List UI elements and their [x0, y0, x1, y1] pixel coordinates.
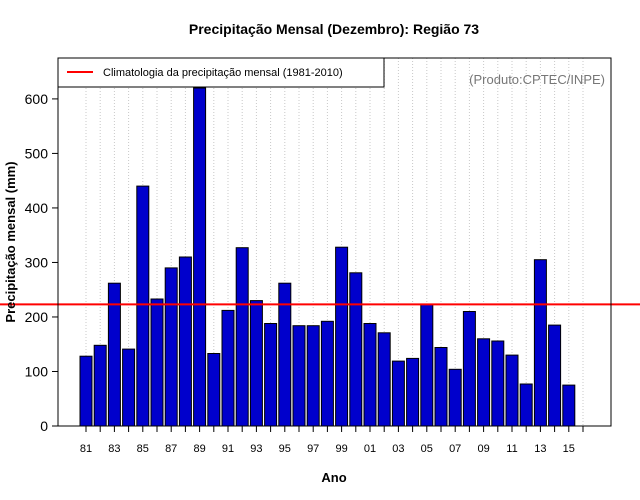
x-tick-label: 85 — [137, 443, 149, 455]
bar-81 — [79, 355, 93, 427]
x-tick-label: 13 — [534, 443, 546, 455]
bar-87 — [164, 267, 178, 427]
bar-09 — [477, 338, 491, 427]
legend-label: Climatologia da precipitação mensal (198… — [103, 67, 343, 79]
bar-82 — [93, 344, 107, 427]
y-tick-label: 600 — [25, 91, 49, 107]
bar-14 — [548, 324, 562, 427]
x-tick-label: 99 — [335, 443, 347, 455]
y-tick-label: 500 — [25, 145, 49, 161]
y-tick-label: 0 — [40, 418, 48, 434]
bar-02 — [377, 332, 391, 427]
legend-box — [57, 57, 385, 88]
bar-88 — [178, 256, 192, 427]
bar-84 — [122, 348, 136, 427]
bar-10 — [491, 340, 505, 427]
bar-05 — [420, 303, 434, 427]
x-tick-label: 87 — [165, 443, 177, 455]
bar-01 — [363, 323, 377, 427]
bar-89 — [193, 87, 207, 427]
legend: Climatologia da precipitação mensal (198… — [57, 57, 385, 88]
y-tick-label: 100 — [25, 363, 49, 379]
x-tick-label: 91 — [222, 443, 234, 455]
bar-97 — [306, 325, 320, 427]
bar-90 — [207, 353, 221, 427]
y-tick-label: 300 — [25, 254, 49, 270]
bar-00 — [349, 272, 363, 427]
bar-06 — [434, 347, 448, 427]
bar-07 — [448, 368, 462, 427]
x-tick-label: 15 — [563, 443, 575, 455]
bar-03 — [391, 360, 405, 427]
x-tick-label: 11 — [506, 443, 517, 455]
x-axis: 81 83 85 87 89 91 93 95 97 99 01 03 05 07 09 11 13 15 — [80, 426, 584, 455]
x-tick-label: 05 — [421, 443, 433, 455]
bar-04 — [406, 357, 420, 427]
x-axis-label: Ano — [321, 470, 346, 485]
bar-93 — [249, 300, 263, 427]
y-tick-label: 400 — [25, 200, 49, 216]
x-tick-label: 95 — [279, 443, 291, 455]
bar-94 — [264, 323, 278, 427]
y-axis-label: Precipitação mensal (mm) — [3, 161, 18, 322]
x-tick-label: 03 — [392, 443, 404, 455]
x-tick-label: 81 — [80, 443, 92, 455]
x-tick-label: 07 — [449, 443, 461, 455]
bar-11 — [505, 354, 519, 427]
source-note: (Produto:CPTEC/INPE) — [469, 72, 605, 87]
x-tick-label: 93 — [250, 443, 262, 455]
bar-15 — [562, 384, 576, 427]
x-tick-label: 89 — [193, 443, 205, 455]
x-tick-label: 83 — [108, 443, 120, 455]
chart-title: Precipitação Mensal (Dezembro): Região 7… — [189, 21, 479, 37]
bar-86 — [150, 298, 164, 427]
bar-96 — [292, 325, 306, 427]
bar-99 — [335, 246, 349, 427]
bar-91 — [221, 309, 235, 427]
bar-92 — [235, 247, 249, 427]
y-axis: 0 100 200 300 400 500 600 — [25, 91, 58, 434]
x-tick-label: 97 — [307, 443, 319, 455]
bar-85 — [136, 185, 150, 427]
bar-08 — [462, 311, 476, 427]
bar-13 — [533, 259, 547, 427]
y-tick-label: 200 — [25, 309, 49, 325]
x-tick-label: 01 — [364, 443, 376, 455]
x-tick-label: 09 — [477, 443, 489, 455]
bar-98 — [320, 320, 334, 427]
bar-12 — [519, 383, 533, 427]
